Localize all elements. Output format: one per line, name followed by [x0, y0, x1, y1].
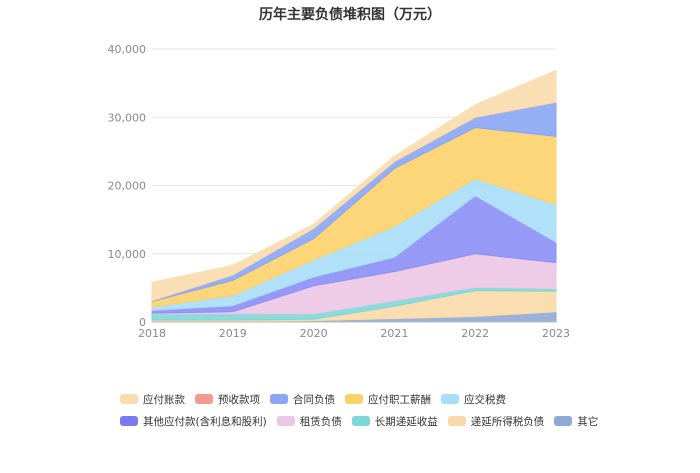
y-tick-label: 30,000 [108, 111, 147, 124]
legend-label: 其它 [577, 415, 599, 428]
area-series-应付账款[interactable] [151, 69, 557, 302]
chart-title: 历年主要负债堆积图（万元） [259, 7, 441, 23]
legend-item[interactable]: 其他应付款(含利息和股利) [120, 414, 267, 428]
y-tick-label: 0 [139, 316, 146, 329]
legend-item[interactable]: 长期递延收益 [351, 414, 438, 428]
legend-swatch [195, 394, 213, 404]
legend-item[interactable]: 预收款项 [195, 392, 260, 406]
legend-item[interactable]: 其它 [554, 414, 598, 428]
x-tick-label: 2018 [138, 327, 166, 340]
x-tick-label: 2019 [219, 327, 247, 340]
x-tick-label: 2020 [300, 327, 328, 340]
legend-item[interactable]: 应交税费 [441, 392, 506, 406]
legend-swatch [351, 416, 370, 426]
y-tick-label: 40,000 [108, 43, 147, 56]
legend-item[interactable]: 合同负债 [270, 392, 335, 406]
legend: 应付账款 预收款项 合同负债 应付职工薪酬 应交税费其他应付款(含利息和股利) 租赁负债 长… [120, 392, 640, 428]
legend-label: 合同负债 [293, 393, 335, 406]
y-tick-label: 10,000 [108, 248, 147, 261]
legend-item[interactable]: 租赁负债 [276, 414, 342, 428]
legend-item[interactable]: 应付账款 [120, 392, 185, 406]
legend-swatch [276, 416, 295, 426]
x-tick-label: 2023 [542, 327, 570, 340]
legend-label: 其他应付款(含利息和股利) [143, 415, 267, 428]
legend-swatch [447, 416, 466, 426]
axes: 0 10,000 20,000 30,000 40,000 2018 2019 2020 202… [108, 43, 571, 340]
x-tick-label: 2022 [461, 327, 489, 340]
legend-swatch [120, 394, 138, 404]
legend-label: 租赁负债 [299, 415, 342, 428]
legend-item[interactable]: 应付职工薪酬 [345, 392, 431, 406]
legend-label: 递延所得税负债 [470, 415, 545, 428]
legend-swatch [270, 394, 288, 404]
legend-swatch [441, 394, 459, 404]
legend-label: 长期递延收益 [374, 415, 438, 428]
legend-swatch [345, 394, 363, 404]
legend-label: 应交税费 [464, 393, 506, 406]
legend-item[interactable]: 递延所得税负债 [447, 414, 545, 428]
legend-swatch [120, 416, 138, 426]
legend-label: 预收款项 [218, 393, 260, 406]
y-tick-label: 20,000 [108, 180, 147, 193]
area-series-layer [151, 69, 557, 323]
x-tick-label: 2021 [380, 327, 408, 340]
legend-swatch [554, 416, 573, 426]
legend-label: 应付职工薪酬 [368, 393, 431, 406]
legend-label: 应付账款 [143, 393, 185, 406]
